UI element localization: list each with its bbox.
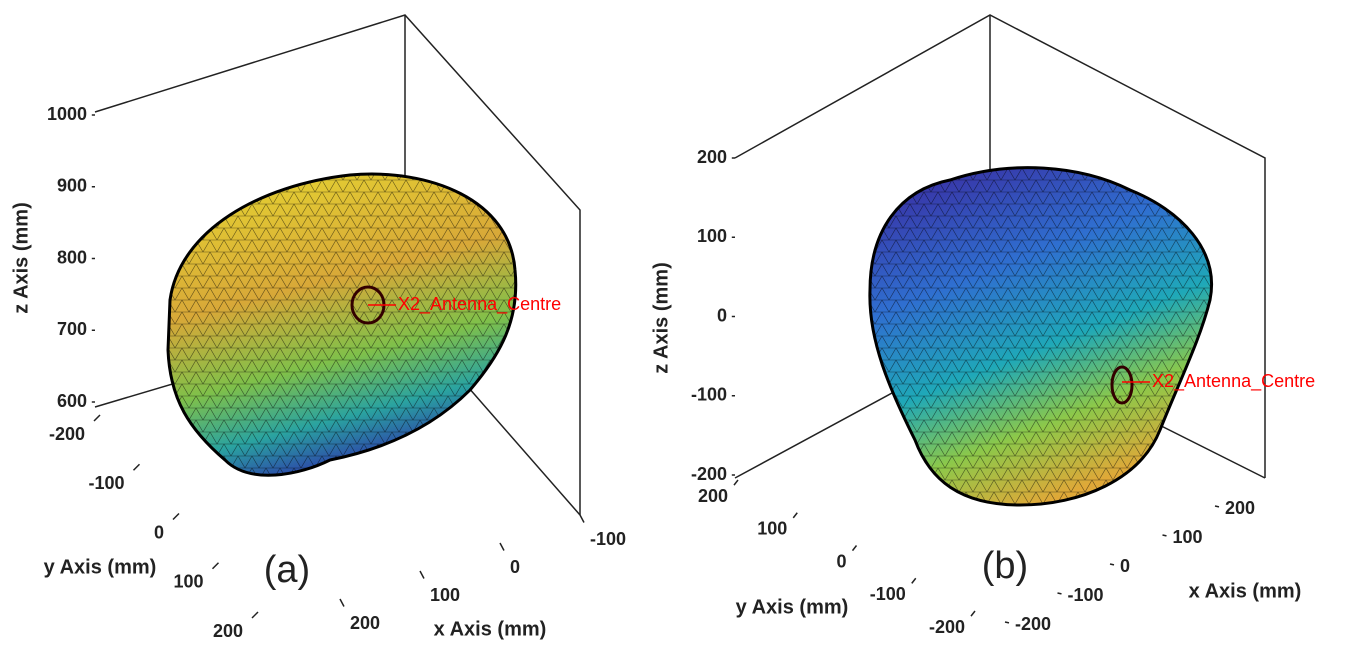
x-tick-mark — [580, 515, 584, 523]
y-tick-mark — [853, 546, 857, 551]
y-axis-title: y Axis (mm) — [736, 596, 849, 618]
x-tick-label: -100 — [1068, 585, 1104, 605]
y-tick-label: -100 — [88, 473, 124, 493]
z-tick-label: -200 — [691, 464, 727, 484]
y-tick-mark — [173, 514, 179, 520]
z-axis-title: z Axis (mm) — [650, 262, 672, 374]
y-tick-label: 100 — [173, 572, 203, 592]
z-tick-label: 0 — [717, 305, 727, 325]
x-tick-mark — [1058, 593, 1062, 594]
z-tick-label: 1000 — [47, 104, 87, 124]
x-tick-label: 200 — [350, 613, 380, 633]
y-tick-label: -100 — [870, 584, 906, 604]
y-tick-mark — [213, 563, 219, 569]
x-tick-label: 0 — [1120, 556, 1130, 576]
x-tick-label: -200 — [1015, 614, 1051, 634]
y-tick-label: -200 — [929, 617, 965, 637]
panel-a-blob — [168, 174, 516, 475]
y-tick-mark — [252, 612, 258, 618]
x-axis-title: x Axis (mm) — [1189, 580, 1302, 602]
x-tick-mark — [500, 543, 504, 551]
panel-label: (a) — [264, 549, 310, 591]
x-tick-mark — [1110, 564, 1114, 565]
figure: 2001000-100x Axis (mm)-200-1000100200y A… — [0, 0, 1364, 646]
z-tick-label: 700 — [57, 319, 87, 339]
y-tick-label: 200 — [698, 486, 728, 506]
y-tick-mark — [734, 480, 738, 485]
x-tick-label: -100 — [590, 529, 626, 549]
y-tick-label: -200 — [49, 424, 85, 444]
y-tick-mark — [94, 415, 100, 421]
z-tick-label: 800 — [57, 247, 87, 267]
panel-b-blob — [870, 168, 1212, 505]
y-tick-label: 0 — [154, 522, 164, 542]
panel-label: (b) — [982, 545, 1028, 587]
x-tick-mark — [1163, 535, 1167, 536]
x-tick-label: 100 — [1173, 527, 1203, 547]
x-tick-mark — [340, 599, 344, 607]
y-tick-label: 0 — [836, 551, 846, 571]
x-tick-label: 0 — [510, 557, 520, 577]
y-axis-title: y Axis (mm) — [44, 556, 157, 578]
x-tick-label: 100 — [430, 585, 460, 605]
y-tick-mark — [134, 464, 140, 470]
annotation: X2_Antenna_Centre — [398, 294, 561, 315]
z-tick-label: 900 — [57, 176, 87, 196]
z-axis-title: z Axis (mm) — [10, 202, 32, 314]
y-tick-mark — [793, 513, 797, 518]
x-tick-mark — [420, 571, 424, 579]
x-axis-title: x Axis (mm) — [434, 618, 547, 640]
x-tick-label: 200 — [1225, 498, 1255, 518]
x-tick-mark — [1215, 506, 1219, 507]
z-tick-label: 200 — [697, 147, 727, 167]
y-tick-mark — [912, 578, 916, 583]
z-tick-label: 100 — [697, 226, 727, 246]
annotation: X2_Antenna_Centre — [1152, 371, 1315, 392]
x-tick-mark — [1005, 622, 1009, 623]
z-tick-label: -100 — [691, 385, 727, 405]
z-tick-label: 600 — [57, 391, 87, 411]
y-tick-label: 200 — [213, 621, 243, 641]
y-tick-mark — [971, 611, 975, 616]
y-tick-label: 100 — [757, 519, 787, 539]
